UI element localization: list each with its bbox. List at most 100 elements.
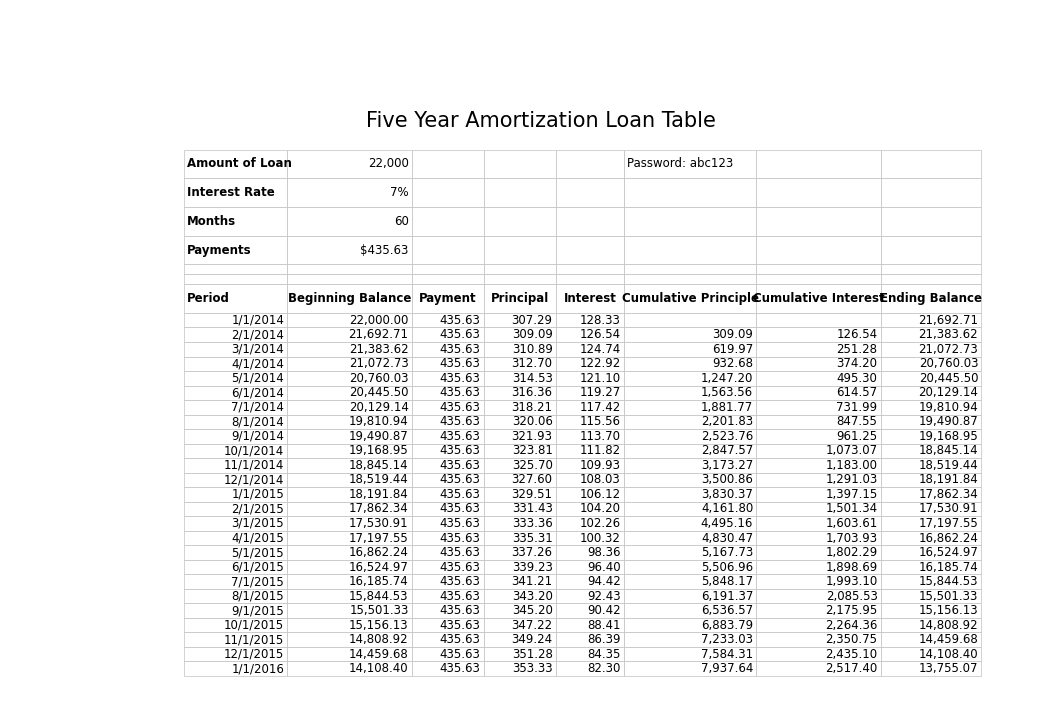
Bar: [555, 207, 624, 236]
Bar: [756, 618, 881, 632]
Bar: [624, 429, 756, 444]
Bar: [287, 502, 412, 516]
Bar: [624, 531, 756, 545]
Text: 21,692.71: 21,692.71: [348, 328, 409, 341]
Text: 6,883.79: 6,883.79: [701, 619, 753, 632]
Text: 19,490.87: 19,490.87: [919, 415, 978, 428]
Bar: [184, 647, 287, 661]
Bar: [484, 603, 555, 618]
Bar: [184, 429, 287, 444]
Bar: [881, 603, 981, 618]
Bar: [412, 414, 484, 429]
Bar: [412, 275, 484, 284]
Text: 19,810.94: 19,810.94: [919, 401, 978, 414]
Bar: [756, 400, 881, 414]
Bar: [184, 574, 287, 589]
Bar: [484, 574, 555, 589]
Text: 435.63: 435.63: [439, 488, 480, 501]
Text: 20,445.50: 20,445.50: [350, 386, 409, 399]
Text: 321.93: 321.93: [512, 430, 552, 443]
Bar: [624, 236, 756, 265]
Bar: [756, 516, 881, 531]
Bar: [287, 356, 412, 371]
Text: 316.36: 316.36: [512, 386, 552, 399]
Bar: [881, 632, 981, 647]
Bar: [881, 444, 981, 458]
Text: Beginning Balance: Beginning Balance: [288, 292, 412, 305]
Bar: [287, 603, 412, 618]
Bar: [555, 516, 624, 531]
Bar: [555, 386, 624, 400]
Bar: [412, 560, 484, 574]
Bar: [412, 371, 484, 386]
Bar: [412, 473, 484, 487]
Bar: [756, 487, 881, 502]
Bar: [555, 275, 624, 284]
Bar: [412, 487, 484, 502]
Bar: [624, 502, 756, 516]
Bar: [756, 560, 881, 574]
Bar: [287, 328, 412, 342]
Bar: [756, 632, 881, 647]
Text: 20,760.03: 20,760.03: [350, 372, 409, 385]
Text: Period: Period: [187, 292, 230, 305]
Text: 251.28: 251.28: [836, 343, 878, 356]
Bar: [555, 414, 624, 429]
Text: 117.42: 117.42: [580, 401, 621, 414]
Bar: [624, 150, 756, 179]
Bar: [412, 661, 484, 676]
Bar: [287, 150, 412, 179]
Bar: [484, 458, 555, 473]
Text: 20,445.50: 20,445.50: [919, 372, 978, 385]
Bar: [756, 150, 881, 179]
Bar: [881, 275, 981, 284]
Bar: [184, 265, 287, 275]
Text: Principal: Principal: [491, 292, 549, 305]
Text: 3/1/2014: 3/1/2014: [231, 343, 284, 356]
Text: 21,383.62: 21,383.62: [348, 343, 409, 356]
Text: 21,072.73: 21,072.73: [348, 357, 409, 370]
Bar: [881, 236, 981, 265]
Bar: [484, 207, 555, 236]
Text: 7/1/2015: 7/1/2015: [231, 575, 284, 588]
Bar: [881, 207, 981, 236]
Text: 22,000: 22,000: [367, 158, 409, 171]
Bar: [412, 444, 484, 458]
Text: 435.63: 435.63: [439, 561, 480, 574]
Bar: [624, 414, 756, 429]
Bar: [184, 275, 287, 284]
Text: 3/1/2015: 3/1/2015: [231, 517, 284, 530]
Text: 435.63: 435.63: [439, 473, 480, 486]
Bar: [287, 429, 412, 444]
Bar: [287, 487, 412, 502]
Bar: [484, 414, 555, 429]
Text: 15,844.53: 15,844.53: [919, 575, 978, 588]
Bar: [287, 574, 412, 589]
Text: 1,881.77: 1,881.77: [701, 401, 753, 414]
Bar: [756, 356, 881, 371]
Bar: [624, 179, 756, 207]
Bar: [756, 502, 881, 516]
Bar: [484, 661, 555, 676]
Text: 18,519.44: 18,519.44: [919, 459, 978, 472]
Text: 4,161.80: 4,161.80: [701, 503, 753, 516]
Bar: [412, 574, 484, 589]
Bar: [555, 603, 624, 618]
Text: 7,233.03: 7,233.03: [701, 633, 753, 646]
Bar: [287, 236, 412, 265]
Text: 20,129.14: 20,129.14: [348, 401, 409, 414]
Bar: [881, 328, 981, 342]
Bar: [412, 179, 484, 207]
Text: 6,536.57: 6,536.57: [701, 604, 753, 617]
Text: 4,830.47: 4,830.47: [701, 531, 753, 544]
Bar: [184, 473, 287, 487]
Bar: [287, 516, 412, 531]
Text: 94.42: 94.42: [587, 575, 621, 588]
Bar: [412, 328, 484, 342]
Bar: [412, 603, 484, 618]
Bar: [184, 386, 287, 400]
Bar: [184, 531, 287, 545]
Bar: [624, 458, 756, 473]
Text: 11/1/2014: 11/1/2014: [224, 459, 284, 472]
Bar: [484, 275, 555, 284]
